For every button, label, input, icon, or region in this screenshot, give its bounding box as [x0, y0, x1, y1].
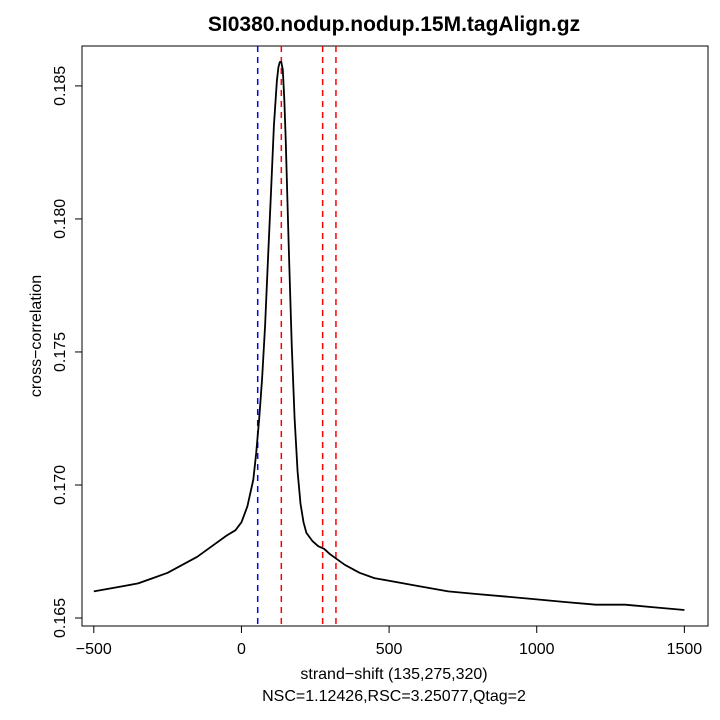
x-tick-label-2: 500 — [376, 641, 403, 658]
x-axis: −500 0 500 1000 1500 — [76, 625, 703, 658]
y-tick-label-4: 0.185 — [52, 66, 69, 106]
x-tick-label-0: −500 — [76, 641, 112, 658]
y-tick-label-0: 0.165 — [52, 598, 69, 638]
x-tick-label-4: 1500 — [667, 641, 703, 658]
chart-subtitle: NSC=1.12426,RSC=3.25077,Qtag=2 — [262, 688, 526, 705]
y-tick-label-2: 0.175 — [52, 332, 69, 372]
x-axis-label: strand−shift (135,275,320) — [300, 666, 487, 683]
x-tick-label-3: 1000 — [519, 641, 555, 658]
y-axis-label: cross−correlation — [28, 275, 45, 397]
series-line-0 — [93, 61, 685, 611]
chart-title: SI0380.nodup.nodup.15M.tagAlign.gz — [208, 13, 580, 36]
y-tick-label-1: 0.170 — [52, 465, 69, 505]
vline-group — [256, 46, 337, 626]
plot-frame — [81, 45, 709, 627]
x-tick-label-1: 0 — [237, 641, 246, 658]
y-tick-label-3: 0.180 — [52, 199, 69, 239]
series-group — [93, 61, 685, 611]
y-axis: 0.165 0.170 0.175 0.180 0.185 — [52, 66, 83, 638]
